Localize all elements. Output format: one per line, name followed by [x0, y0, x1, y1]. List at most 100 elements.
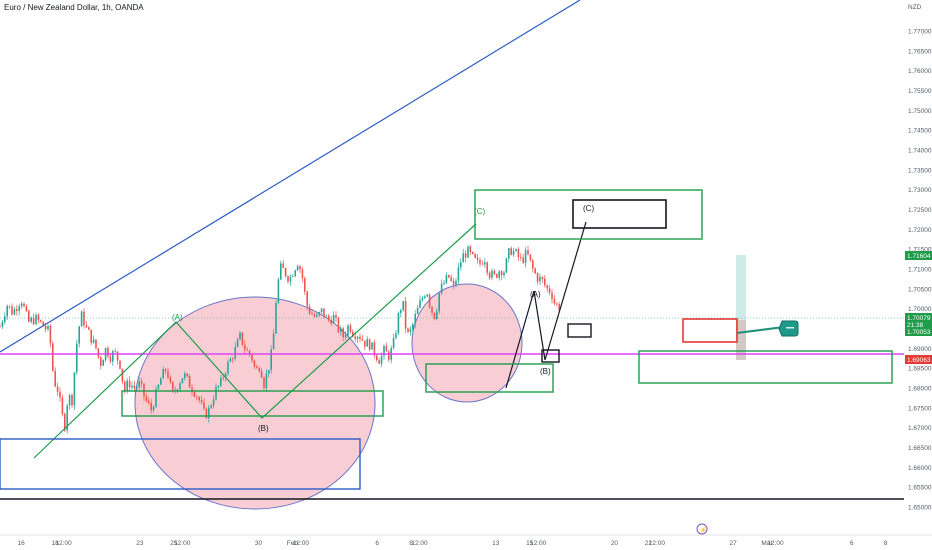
candle-body: [23, 303, 25, 307]
price-tag-current-text: 1.70079: [907, 315, 931, 322]
price-tag-upper-text: 1.71604: [907, 253, 931, 260]
time-tick-label: 20: [611, 540, 619, 547]
candle-body: [16, 309, 18, 311]
candle-body: [407, 328, 409, 332]
blue-trendline: [0, 0, 581, 353]
candle-body: [191, 387, 193, 392]
candle-body: [325, 315, 328, 317]
candle-body: [304, 278, 306, 292]
candle-body: [402, 301, 404, 311]
black-wave-abc: [505, 221, 587, 389]
candle-body: [532, 260, 534, 269]
time-tick-label: 16: [18, 540, 26, 547]
candle-body: [241, 332, 244, 345]
candle-body: [258, 368, 260, 372]
price-tick-label: 1.75500: [908, 88, 932, 95]
time-tick-label: 12:00: [293, 540, 310, 547]
callout-badge-mark: [786, 327, 794, 329]
candle-body: [184, 373, 186, 379]
candle-body: [361, 339, 364, 341]
candle-body: [246, 349, 248, 351]
candle-body: [515, 249, 517, 251]
price-tick-label: 1.70000: [908, 306, 932, 313]
candle-body: [376, 355, 378, 361]
candle-body: [352, 331, 354, 337]
candle-body: [460, 262, 462, 268]
candle-body: [404, 301, 407, 329]
candle-body: [294, 270, 296, 276]
candle-body: [11, 306, 13, 315]
price-tick-label: 1.72000: [908, 227, 932, 234]
candle-body: [443, 282, 445, 285]
time-tick-label: Feb: [287, 540, 299, 547]
candle-body: [289, 276, 292, 282]
drawing-lines-layer: [0, 0, 905, 500]
candle-body: [253, 360, 256, 367]
black-small-box: [567, 323, 592, 338]
price-tick-label: 1.72500: [908, 207, 932, 214]
time-tick-label: 8: [409, 540, 413, 547]
candle-body: [332, 314, 335, 324]
candle-body: [318, 312, 320, 315]
candle-body: [76, 343, 78, 373]
candle-body: [112, 351, 114, 362]
candle-body: [380, 355, 383, 364]
callout-arrow[interactable]: [736, 320, 799, 337]
price-tag-upper: 1.71604: [905, 251, 932, 260]
candle-body: [306, 291, 308, 307]
green-box-right: [638, 350, 893, 384]
candle-body: [227, 361, 229, 374]
candle-body: [80, 311, 83, 327]
candle-body: [282, 263, 284, 268]
candle-body: [395, 333, 397, 338]
price-tag-upper-bg: [905, 251, 932, 260]
candle-body: [412, 324, 414, 330]
candle-body: [421, 297, 424, 301]
time-tick-label: 18: [51, 540, 59, 547]
candle-body: [47, 325, 49, 330]
time-tick-label: 12:00: [767, 540, 784, 547]
candle-body: [385, 345, 388, 352]
price-tick-label: 1.73000: [908, 187, 932, 194]
time-tick-label: 12:00: [649, 540, 666, 547]
candle-body: [251, 354, 253, 361]
position-stop-zone: [736, 320, 746, 360]
time-tick-label: 6: [850, 540, 854, 547]
candle-body: [311, 313, 313, 315]
drawing-shapes-layer: [134, 255, 746, 510]
candle-body: [244, 344, 246, 350]
candle-body: [78, 326, 80, 344]
candle-body: [344, 335, 347, 338]
candle-body: [92, 339, 95, 343]
candle-body: [335, 314, 337, 318]
candle-body: [337, 317, 340, 333]
candle-body: [316, 314, 318, 317]
candle-body: [109, 356, 112, 362]
black-small-box-b: [541, 349, 560, 363]
price-tick-label: 1.67500: [908, 405, 932, 412]
candle-body: [234, 346, 236, 359]
price-tick-label: 1.76000: [908, 68, 932, 75]
candle-body: [265, 373, 268, 388]
candle-body: [383, 345, 385, 356]
wave-label-a1: (A): [172, 313, 183, 322]
candle-body: [59, 391, 61, 398]
candle-body: [313, 314, 316, 317]
candle-body: [35, 314, 37, 325]
candle-body: [426, 294, 428, 297]
event-marker-icon[interactable]: [696, 523, 708, 535]
candle-body: [445, 274, 448, 283]
pattern-ellipse-right: [411, 283, 523, 403]
price-tag-current-bg: [905, 313, 932, 336]
candle-body: [52, 343, 54, 371]
price-axis: 1.77000 1.76500 1.76000 1.75500 1.75000 1.745…: [904, 0, 932, 550]
time-tick-label: 25: [170, 540, 178, 547]
candle-body: [131, 385, 133, 388]
candle-body: [464, 253, 467, 258]
candle-body: [181, 378, 184, 384]
candle-body: [40, 320, 42, 322]
candle-body: [472, 251, 474, 254]
time-tick-label: 12:00: [174, 540, 191, 547]
time-tick-label: 12:00: [530, 540, 547, 547]
